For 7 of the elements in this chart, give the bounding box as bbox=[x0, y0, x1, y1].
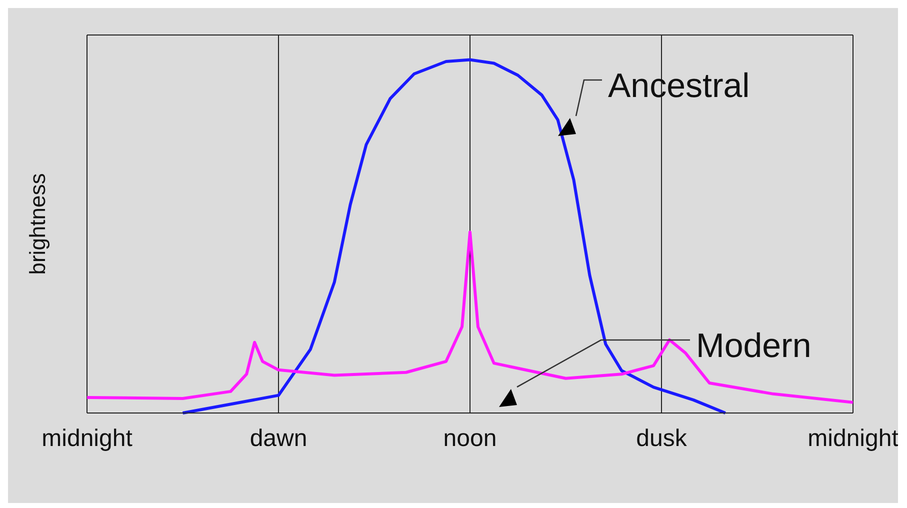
x-tick-label: midnight bbox=[808, 425, 899, 452]
series-label: Modern bbox=[696, 326, 812, 365]
x-tick-label: midnight bbox=[42, 425, 133, 452]
x-tick-label: noon bbox=[443, 425, 497, 452]
y-axis-title: brightness bbox=[24, 173, 50, 275]
x-tick-label: dusk bbox=[636, 425, 688, 452]
x-tick-label: dawn bbox=[250, 425, 308, 452]
